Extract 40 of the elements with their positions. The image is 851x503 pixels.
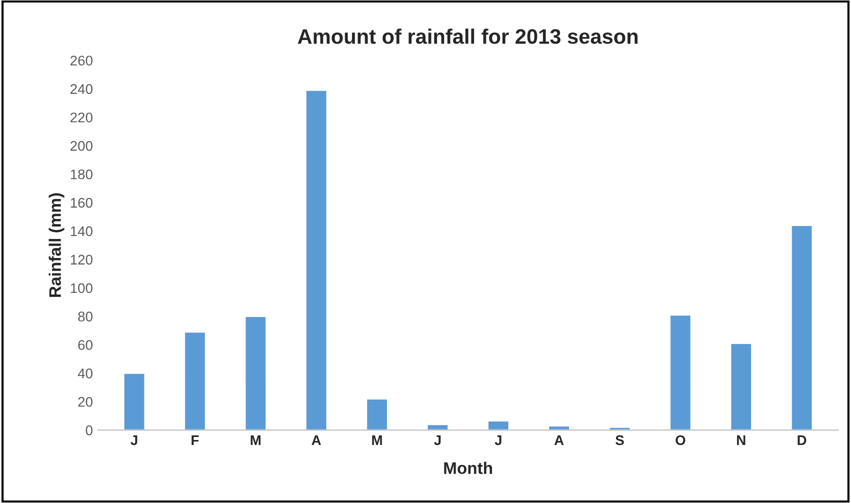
x-tick-label: D <box>798 435 806 445</box>
x-tick-label: O <box>676 435 686 446</box>
y-tick-label: 0 <box>86 425 92 436</box>
y-axis-title: Rainfall (mm) <box>48 193 64 297</box>
y-tick-label: 180 <box>70 169 92 180</box>
bar <box>669 314 692 430</box>
y-tick-label: 120 <box>70 254 92 265</box>
x-tick-label: M <box>372 435 382 445</box>
y-tick-label: 40 <box>78 368 92 378</box>
y-tick-label: 20 <box>78 396 92 407</box>
y-tick-label: 260 <box>70 56 92 66</box>
y-tick-label: 160 <box>70 198 92 208</box>
x-tick-label: J <box>494 435 502 446</box>
y-tick-label: 140 <box>70 226 92 236</box>
y-tick-label: 240 <box>70 84 92 94</box>
x-tick-label: S <box>616 435 624 446</box>
bar <box>487 420 510 430</box>
chart-title: Amount of rainfall for 2013 season <box>298 28 638 44</box>
bar <box>790 224 814 430</box>
x-tick-label: M <box>250 435 261 445</box>
x-tick-label: F <box>192 435 199 445</box>
x-axis-title: Month <box>444 462 492 474</box>
bar <box>730 342 752 430</box>
y-tick-label: 80 <box>78 312 92 322</box>
x-tick-label: J <box>130 435 138 446</box>
x-tick-label: A <box>554 435 564 445</box>
bar <box>184 331 206 430</box>
y-tick-label: 220 <box>70 112 92 122</box>
bar <box>366 398 388 430</box>
y-tick-label: 200 <box>70 141 92 151</box>
bar <box>244 316 267 430</box>
x-tick-label: J <box>434 435 441 446</box>
x-tick-label: N <box>737 435 746 445</box>
bar <box>426 424 450 430</box>
bar <box>305 90 328 430</box>
bar <box>548 425 570 430</box>
x-tick-label: A <box>312 435 321 445</box>
y-tick-label: 100 <box>70 283 92 294</box>
bar <box>122 372 146 430</box>
y-tick-label: 60 <box>78 340 92 350</box>
